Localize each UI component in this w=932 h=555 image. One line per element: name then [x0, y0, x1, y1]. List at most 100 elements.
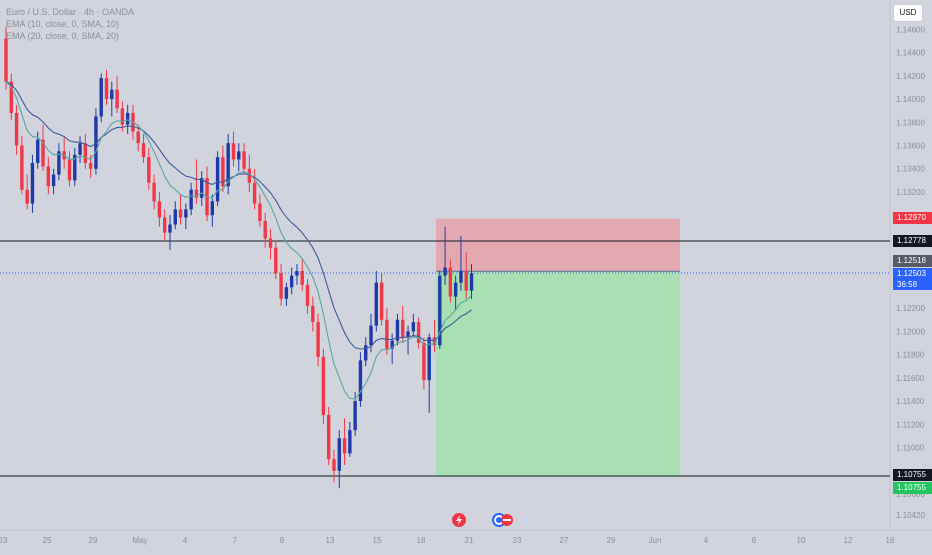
time-tick-label: 27 — [560, 536, 569, 545]
candle — [94, 108, 98, 175]
candle — [226, 133, 230, 195]
candle — [274, 240, 278, 280]
candle-body — [252, 182, 257, 204]
flash-icon[interactable] — [452, 513, 466, 527]
candle-body — [120, 108, 125, 125]
candle — [9, 73, 13, 120]
candle — [178, 194, 183, 225]
candle-body — [20, 145, 24, 190]
candle — [258, 194, 262, 227]
candle — [321, 348, 326, 425]
candle-body — [210, 201, 215, 216]
candle-body — [353, 401, 357, 431]
candle — [337, 430, 341, 489]
entry-price-tag: 1.12518 — [893, 255, 932, 267]
candle — [51, 168, 56, 195]
candle-body — [36, 139, 40, 163]
time-tick-label: 15 — [373, 536, 382, 545]
ema-20-label[interactable]: EMA (20, close, 0, SMA, 20) — [6, 31, 120, 41]
candle — [289, 267, 294, 295]
candle — [427, 333, 431, 413]
candle — [395, 313, 400, 346]
candle-body — [263, 221, 267, 239]
time-tick-label: 10 — [797, 536, 806, 545]
candle-body — [73, 154, 77, 181]
time-tick-label: 23 — [513, 536, 522, 545]
candle-body — [443, 267, 447, 276]
candle — [469, 264, 474, 299]
price-tick-label: 1.13400 — [896, 165, 925, 174]
price-tick-label: 1.10420 — [896, 511, 925, 520]
candle — [189, 182, 193, 216]
candles — [4, 27, 474, 489]
candle-body — [321, 356, 326, 416]
current-price-tag: 1.12503 36:58 — [893, 268, 932, 290]
candle — [73, 147, 77, 187]
candle-body — [411, 322, 416, 332]
bar-countdown: 36:58 — [897, 280, 918, 289]
candle-body — [189, 189, 193, 210]
candle-body — [25, 189, 29, 204]
candle — [41, 124, 45, 172]
price-tick-label: 1.10600 — [896, 490, 925, 499]
candle-body — [332, 459, 336, 471]
candle — [168, 215, 172, 251]
candle-body — [390, 340, 394, 349]
candle-body — [268, 238, 273, 248]
candle-body — [316, 322, 320, 357]
candle-body — [242, 151, 246, 169]
time-tick-label: May — [132, 536, 147, 545]
candle — [443, 226, 447, 285]
candle-body — [78, 143, 82, 155]
candle — [364, 337, 368, 367]
chart-legend: Euro / U.S. Dollar · 4h · OANDA EMA (10,… — [6, 6, 134, 42]
price-tick-label: 1.11600 — [896, 374, 925, 383]
candle-body — [9, 81, 13, 113]
candle-body — [94, 116, 98, 169]
price-tick-label: 1.11000 — [896, 444, 925, 453]
candle-body — [469, 273, 474, 291]
candle — [279, 264, 283, 306]
candle — [416, 317, 421, 349]
time-tick-label: 7 — [233, 536, 238, 545]
candle-body — [110, 89, 114, 100]
candle-body — [289, 275, 294, 288]
candle — [110, 81, 114, 117]
candle-body — [136, 131, 140, 144]
candle — [163, 209, 167, 241]
candle-body — [416, 322, 421, 343]
candle-body — [237, 151, 241, 160]
candle-body — [221, 157, 225, 187]
candle-body — [30, 162, 35, 204]
candle-body — [295, 270, 299, 276]
economic-calendar-icon[interactable] — [492, 513, 513, 527]
stop-loss-zone[interactable] — [436, 218, 680, 272]
candle — [46, 157, 51, 195]
candle-body — [226, 143, 230, 187]
candle — [25, 174, 29, 210]
candle — [157, 191, 162, 227]
candle-body — [104, 78, 109, 100]
candle — [358, 352, 363, 407]
candle-body — [385, 319, 389, 349]
candle — [237, 143, 241, 172]
take-profit-zone[interactable] — [436, 271, 680, 476]
candle-body — [168, 224, 172, 233]
candle — [295, 264, 299, 285]
resistance-price-tag: 1.12778 — [893, 235, 932, 247]
candle-body — [422, 342, 426, 381]
candle-body — [453, 282, 458, 297]
price-tick-label: 1.14000 — [896, 95, 925, 104]
candle-body — [88, 162, 93, 169]
ema-10-label[interactable]: EMA (10, close, 0, SMA, 10) — [6, 19, 120, 29]
price-tick-label: 1.12000 — [896, 327, 925, 336]
candle-body — [464, 270, 468, 291]
currency-button[interactable]: USD — [893, 4, 923, 22]
time-tick-label: 21 — [465, 536, 474, 545]
candle-body — [438, 275, 442, 346]
candle — [173, 201, 177, 230]
candle-body — [99, 78, 103, 117]
candle-body — [163, 217, 167, 233]
